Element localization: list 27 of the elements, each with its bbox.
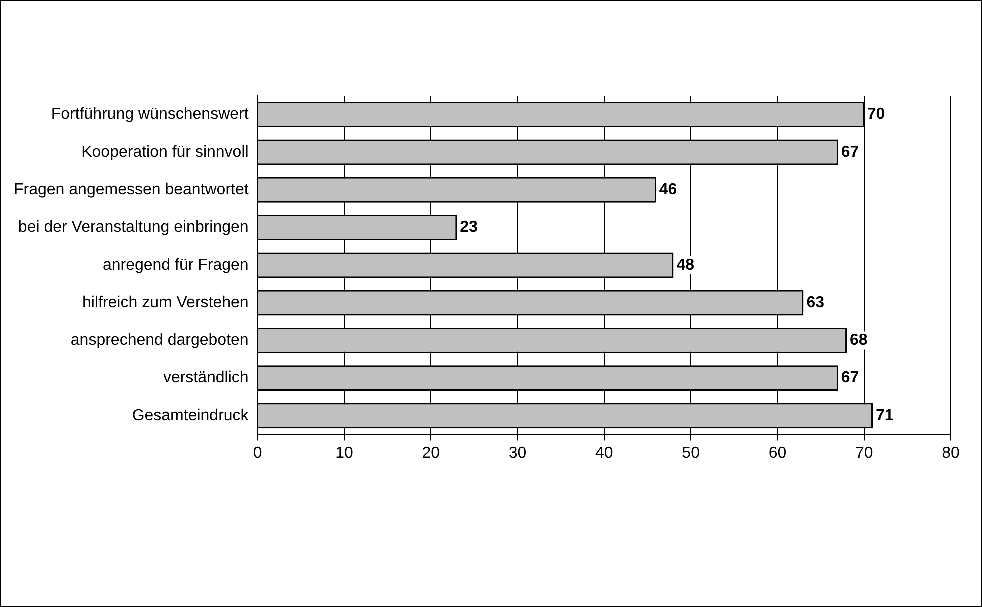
x-tick-label: 70 [855,444,874,462]
y-tick-label: verständlich [163,370,249,387]
data-label: 46 [659,182,678,199]
x-tick-label: 80 [942,444,960,462]
x-tick-label: 40 [596,444,614,462]
y-tick-label: hilfreich zum Verstehen [82,294,249,312]
y-tick-label: Kooperation für sinnvoll [82,144,249,161]
y-tick-label: bei der Veranstaltung einbringen [18,219,249,236]
data-label: 70 [867,106,886,124]
x-tick-label: 0 [253,444,262,462]
y-tick-label: anregend für Fragen [102,256,249,274]
data-label: 67 [841,144,860,161]
y-tick-label: Fragen angemessen beantwortet [14,182,250,199]
data-label: 68 [850,332,868,350]
y-tick-label: Fortführung wünschenswert [51,106,250,124]
x-tick-label: 50 [682,444,700,462]
data-label: 67 [841,370,860,387]
y-tick-label: ansprechend dargeboten [70,332,249,350]
x-tick-label: 20 [422,444,440,462]
x-tick-label: 30 [508,444,527,462]
data-label: 63 [806,294,825,312]
data-label: 71 [876,407,894,424]
y-tick-label: Gesamteindruck [132,407,250,424]
x-tick-label: 60 [768,444,787,462]
x-tick-label: 10 [336,444,354,462]
data-label: 48 [676,256,695,274]
data-label: 23 [460,219,478,236]
